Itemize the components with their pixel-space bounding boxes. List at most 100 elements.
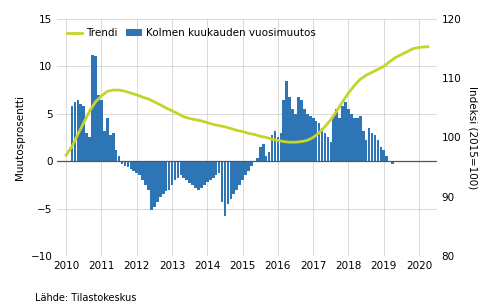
Bar bbox=[300, 99, 303, 161]
Bar bbox=[353, 119, 355, 161]
Bar bbox=[277, 137, 279, 161]
Bar bbox=[227, 161, 229, 204]
Bar bbox=[70, 106, 73, 161]
Bar bbox=[68, 161, 70, 162]
Bar bbox=[124, 161, 126, 166]
Bar bbox=[200, 161, 203, 188]
Bar bbox=[127, 161, 129, 167]
Bar bbox=[85, 133, 88, 161]
Bar bbox=[91, 55, 94, 161]
Bar bbox=[235, 161, 238, 190]
Bar bbox=[238, 161, 241, 185]
Bar bbox=[282, 99, 285, 161]
Bar bbox=[380, 147, 382, 161]
Bar bbox=[212, 161, 214, 178]
Bar bbox=[221, 161, 223, 202]
Bar bbox=[76, 99, 79, 161]
Bar bbox=[386, 156, 388, 161]
Bar bbox=[218, 161, 220, 174]
Bar bbox=[368, 128, 370, 161]
Bar bbox=[203, 161, 206, 185]
Bar bbox=[88, 137, 91, 161]
Bar bbox=[315, 121, 317, 161]
Bar bbox=[197, 161, 200, 190]
Bar bbox=[94, 56, 97, 161]
Bar bbox=[294, 114, 297, 161]
Y-axis label: Indeksi (2015=100): Indeksi (2015=100) bbox=[468, 86, 478, 189]
Bar bbox=[147, 161, 150, 190]
Bar bbox=[241, 161, 244, 180]
Bar bbox=[377, 140, 379, 161]
Bar bbox=[259, 147, 262, 161]
Bar bbox=[121, 161, 123, 164]
Bar bbox=[312, 119, 315, 161]
Bar bbox=[344, 102, 347, 161]
Bar bbox=[326, 137, 329, 161]
Bar bbox=[244, 161, 247, 175]
Bar bbox=[391, 161, 394, 164]
Bar bbox=[188, 161, 191, 183]
Bar bbox=[100, 99, 103, 161]
Bar bbox=[133, 161, 135, 171]
Bar bbox=[268, 152, 270, 161]
Bar bbox=[288, 97, 291, 161]
Bar bbox=[383, 150, 385, 161]
Bar bbox=[285, 81, 288, 161]
Bar bbox=[265, 156, 267, 161]
Bar bbox=[118, 156, 120, 161]
Bar bbox=[139, 161, 141, 175]
Bar bbox=[115, 150, 117, 161]
Bar bbox=[335, 109, 338, 161]
Bar bbox=[232, 161, 235, 194]
Y-axis label: Muutosprosentti: Muutosprosentti bbox=[15, 95, 25, 180]
Bar bbox=[206, 161, 209, 182]
Bar bbox=[359, 116, 361, 161]
Bar bbox=[320, 128, 323, 161]
Bar bbox=[247, 161, 250, 171]
Bar bbox=[79, 104, 82, 161]
Bar bbox=[171, 161, 174, 185]
Bar bbox=[156, 161, 159, 202]
Bar bbox=[174, 161, 176, 180]
Bar bbox=[215, 161, 217, 175]
Bar bbox=[182, 161, 185, 178]
Bar bbox=[103, 131, 106, 161]
Bar bbox=[303, 109, 306, 161]
Bar bbox=[194, 161, 197, 188]
Bar bbox=[318, 123, 320, 161]
Bar bbox=[130, 161, 132, 169]
Bar bbox=[97, 95, 100, 161]
Bar bbox=[176, 161, 179, 178]
Bar bbox=[168, 161, 171, 190]
Bar bbox=[150, 161, 153, 210]
Bar bbox=[338, 119, 341, 161]
Bar bbox=[374, 135, 376, 161]
Bar bbox=[162, 161, 165, 194]
Bar bbox=[112, 133, 114, 161]
Bar bbox=[262, 144, 265, 161]
Bar bbox=[230, 161, 232, 199]
Bar bbox=[347, 109, 350, 161]
Bar bbox=[106, 119, 108, 161]
Bar bbox=[165, 161, 168, 192]
Bar bbox=[274, 131, 276, 161]
Bar bbox=[73, 102, 76, 161]
Bar bbox=[297, 97, 300, 161]
Bar bbox=[159, 161, 162, 197]
Bar bbox=[280, 133, 282, 161]
Bar bbox=[224, 161, 226, 216]
Bar bbox=[250, 161, 253, 166]
Bar bbox=[109, 135, 111, 161]
Bar bbox=[179, 161, 182, 175]
Bar bbox=[350, 114, 353, 161]
Bar bbox=[153, 161, 156, 207]
Bar bbox=[332, 116, 335, 161]
Bar bbox=[365, 140, 367, 161]
Bar bbox=[341, 106, 344, 161]
Bar bbox=[271, 135, 273, 161]
Bar bbox=[256, 158, 259, 161]
Bar bbox=[371, 133, 373, 161]
Text: Lähde: Tilastokeskus: Lähde: Tilastokeskus bbox=[35, 293, 136, 303]
Bar bbox=[191, 161, 194, 185]
Bar bbox=[141, 161, 144, 180]
